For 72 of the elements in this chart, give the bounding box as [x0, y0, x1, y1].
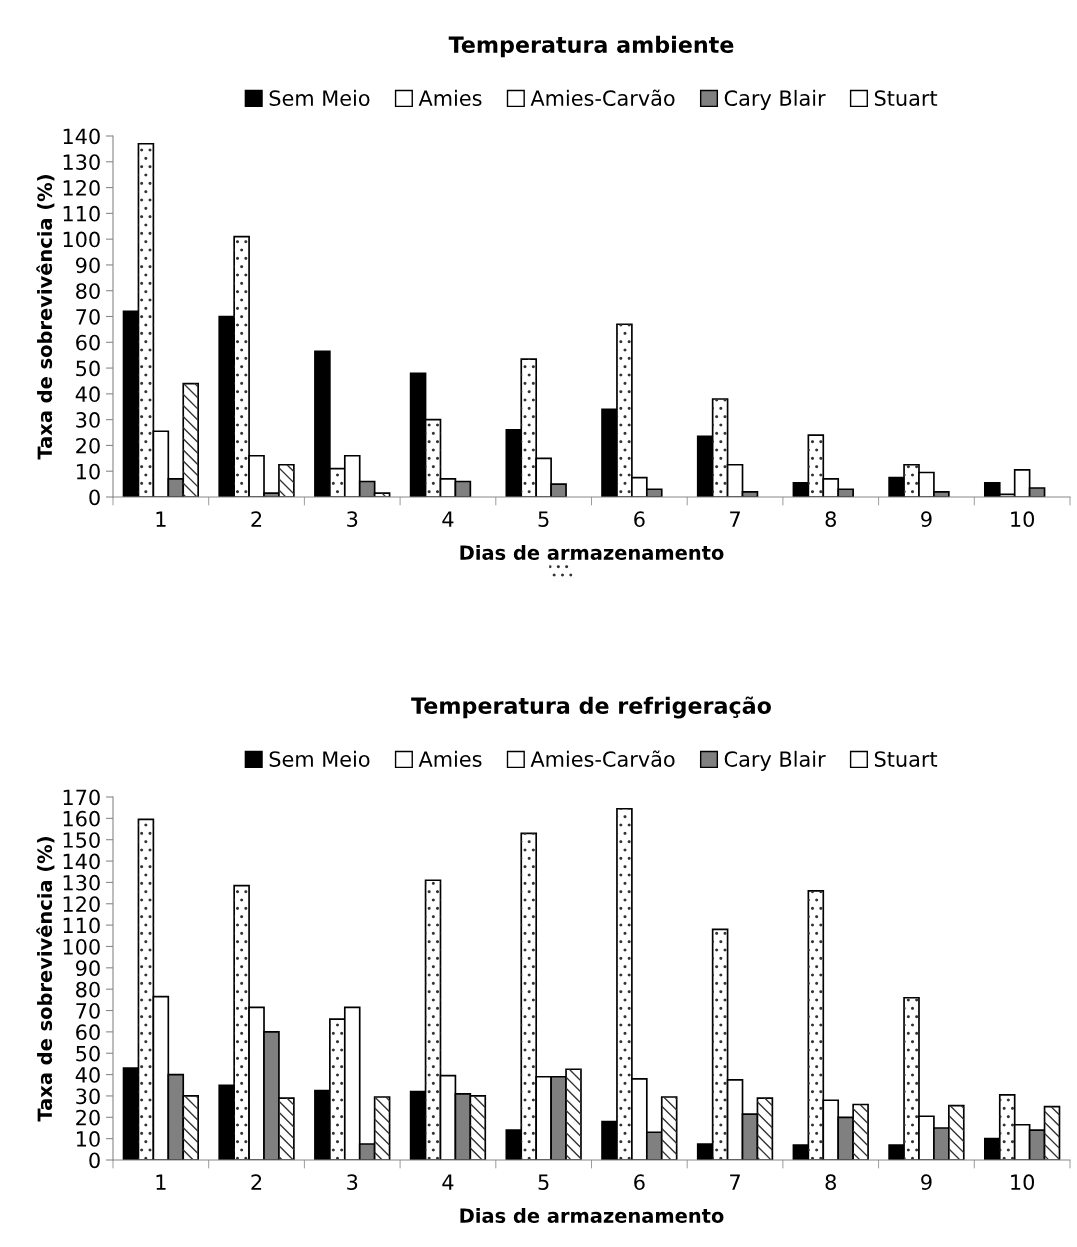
legend-label: Amies-Carvão — [530, 750, 675, 767]
legend-label: Amies — [418, 89, 482, 106]
x-tick-label: 3 — [347, 1174, 358, 1191]
legend-label: Cary Blair — [724, 89, 826, 111]
y-tick-label: 30 — [76, 412, 100, 428]
chart-title: Temperatura ambiente — [448, 35, 734, 58]
y-axis-title: Taxa de sobrevivência (%) — [36, 837, 55, 1122]
y-axis-title: Taxa de sobrevivência (%) — [36, 175, 55, 460]
x-tick-label: 4 — [442, 1174, 454, 1190]
bar — [122, 310, 140, 497]
chart-title: Temperatura de refrigeração — [411, 696, 771, 719]
legend-label: Sem Meio — [269, 750, 370, 767]
y-tick-label: 160 — [63, 810, 100, 827]
y-tick-label: 80 — [76, 283, 100, 299]
y-tick-label: 110 — [63, 917, 100, 934]
bar — [983, 481, 1001, 497]
y-tick-label: 0 — [89, 1152, 100, 1169]
x-tick-label: 4 — [442, 511, 454, 527]
x-tick-label: 8 — [825, 511, 836, 528]
legend-label: Stuart — [874, 751, 938, 767]
x-tick-label: 10 — [1011, 1174, 1035, 1191]
x-tick-label: 1 — [156, 511, 166, 527]
y-tick-label: 150 — [63, 832, 100, 848]
y-tick-label: 100 — [63, 231, 100, 248]
y-tick-label: 40 — [75, 386, 100, 403]
y-tick-label: 170 — [63, 789, 100, 806]
x-tick-label: 8 — [825, 1174, 836, 1191]
legend-label: Sem Meio — [269, 89, 370, 106]
y-tick-label: 140 — [63, 128, 100, 145]
y-tick-label: 50 — [76, 360, 100, 377]
x-tick-label: 10 — [1011, 511, 1035, 528]
x-tick-label: 6 — [634, 1174, 645, 1191]
x-tick-label: 9 — [921, 511, 932, 528]
y-tick-label: 120 — [63, 896, 100, 912]
y-tick-label: 130 — [63, 154, 100, 170]
x-tick-label: 1 — [156, 1174, 166, 1190]
legend-label: Amies-Carvão — [530, 89, 675, 106]
y-tick-label: 60 — [76, 1024, 100, 1041]
y-tick-label: 0 — [89, 489, 100, 506]
x-tick-label: 2 — [251, 511, 262, 527]
x-tick-label: 9 — [921, 1174, 932, 1191]
x-axis-title: Dias de armazenamento — [460, 544, 724, 560]
x-axis-title: Dias de armazenamento — [460, 1207, 724, 1223]
y-tick-label: 10 — [76, 1131, 100, 1147]
y-tick-label: 60 — [76, 334, 100, 351]
x-tick-label: 3 — [347, 511, 358, 528]
legend-label: Amies — [418, 750, 482, 767]
legend-label: Stuart — [874, 90, 938, 106]
y-tick-label: 50 — [76, 1045, 100, 1062]
y-tick-label: 140 — [63, 853, 100, 870]
y-tick-label: 90 — [76, 960, 100, 977]
y-tick-label: 20 — [76, 1109, 100, 1126]
x-tick-label: 7 — [730, 1174, 740, 1190]
x-tick-label: 7 — [730, 511, 740, 527]
y-tick-label: 20 — [76, 437, 100, 454]
y-tick-label: 110 — [63, 205, 100, 222]
y-tick-label: 80 — [76, 981, 100, 998]
legend-label: Cary Blair — [724, 750, 826, 771]
x-tick-label: 5 — [538, 511, 549, 528]
y-tick-label: 130 — [63, 874, 100, 891]
x-tick-label: 2 — [251, 1174, 262, 1190]
y-tick-label: 70 — [76, 1002, 100, 1019]
x-tick-label: 6 — [634, 511, 645, 528]
y-tick-label: 120 — [63, 180, 100, 196]
y-tick-label: 40 — [75, 1067, 100, 1083]
bar — [122, 1067, 140, 1160]
y-tick-label: 100 — [63, 938, 100, 955]
y-tick-label: 70 — [76, 308, 100, 325]
x-tick-label: 5 — [538, 1174, 549, 1191]
y-tick-label: 30 — [76, 1088, 100, 1105]
y-tick-label: 90 — [76, 257, 100, 274]
y-tick-label: 10 — [76, 463, 100, 480]
